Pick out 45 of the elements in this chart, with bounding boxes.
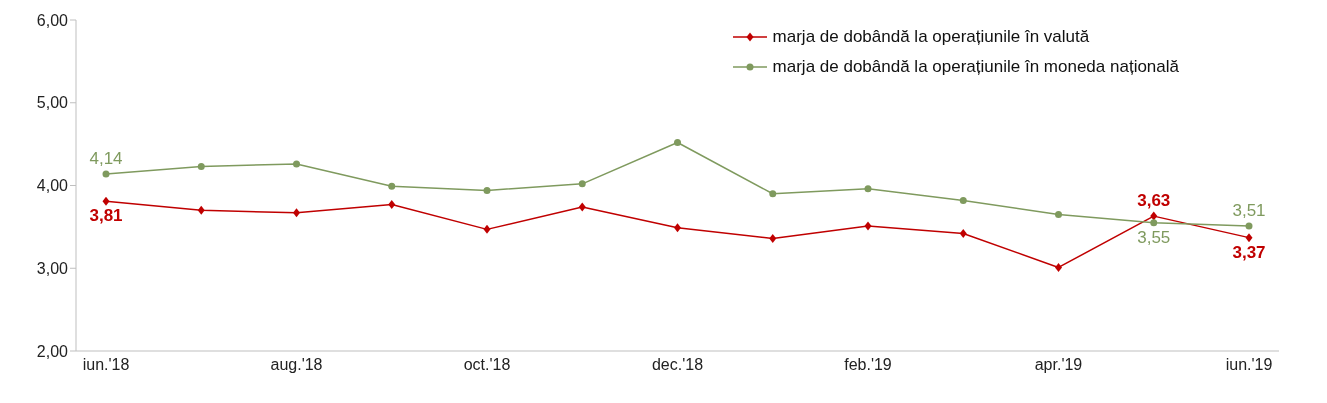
y-tick-label: 2,00 — [36, 342, 69, 360]
y-tick-label: 3,00 — [36, 259, 69, 277]
x-tick-label: feb.'19 — [844, 356, 892, 374]
point — [293, 208, 300, 218]
x-tick-label: iun.'19 — [1225, 356, 1273, 374]
point — [197, 162, 205, 170]
data-label: 3,51 — [1232, 201, 1266, 221]
legend-label: marja de dobândă la operațiunile în valută — [772, 26, 1090, 48]
legend-label: marja de dobândă la operațiunile în moneda națională — [772, 56, 1179, 78]
x-tick-label: oct.'18 — [463, 356, 511, 374]
point — [1245, 222, 1253, 230]
point — [1055, 262, 1062, 272]
x-tick-label: dec.'18 — [651, 356, 704, 374]
point — [864, 185, 872, 193]
point — [769, 190, 777, 198]
x-tick-label: iun.'18 — [82, 356, 130, 374]
x-tick-label: apr.'19 — [1034, 356, 1083, 374]
point — [864, 221, 872, 231]
data-label: 3,55 — [1137, 227, 1171, 247]
point — [1245, 233, 1253, 243]
point — [102, 196, 110, 206]
x-tick-label: aug.'18 — [270, 356, 323, 374]
point — [578, 180, 586, 188]
point — [1150, 219, 1158, 227]
data-label: 3,81 — [89, 206, 123, 226]
point — [959, 229, 967, 238]
point — [1055, 210, 1062, 218]
y-tick-label: 4,00 — [36, 177, 69, 195]
point — [959, 196, 967, 204]
data-label: 3,63 — [1137, 191, 1171, 211]
point — [769, 233, 777, 243]
y-tick-label: 6,00 — [36, 11, 69, 29]
point — [578, 202, 586, 212]
point — [197, 205, 205, 215]
point — [674, 223, 681, 233]
data-label: 3,37 — [1232, 242, 1266, 262]
data-label: 4,14 — [89, 148, 123, 168]
point — [674, 138, 681, 146]
point — [483, 224, 491, 234]
point — [293, 160, 300, 168]
point — [388, 200, 396, 210]
y-tick-label: 5,00 — [36, 94, 69, 112]
point — [388, 182, 396, 190]
point — [102, 170, 110, 178]
point — [483, 186, 491, 194]
